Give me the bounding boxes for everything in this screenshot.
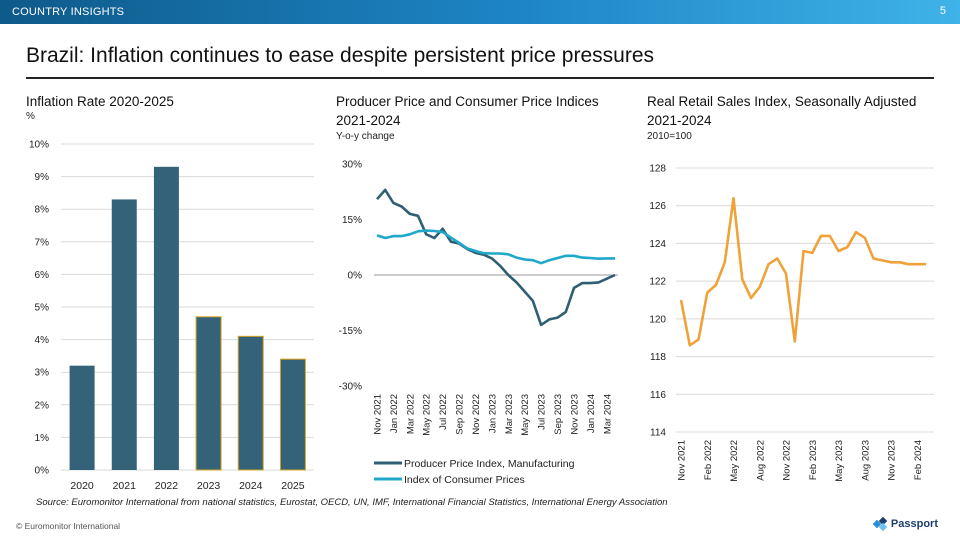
series-line [376,229,615,265]
x-tick-label: Mar 2024 [602,394,613,434]
x-tick-label: Aug 2023 [860,440,871,481]
x-tick-label: Jan 2024 [586,394,597,433]
x-tick-label: Aug 2022 [755,440,766,481]
page-title: Brazil: Inflation continues to ease desp… [26,44,655,67]
legend-label: Index of Consumer Prices [404,474,525,486]
series-line [679,196,926,347]
y-tick-label: 120 [649,314,666,325]
y-tick-label: 0% [35,466,50,477]
x-tick-label: May 2022 [729,440,740,482]
x-tick-label: Nov 2021 [677,440,688,481]
y-tick-label: 3% [35,368,50,379]
y-tick-label: 1% [35,433,50,444]
x-tick-label: Feb 2022 [703,440,714,480]
chart2-unit: Y-o-y change [336,131,395,142]
bar [153,166,179,470]
x-tick-label: 2022 [155,480,179,492]
y-tick-label: 124 [649,239,666,250]
x-tick-label: Jan 2023 [487,394,498,433]
chart1-unit: % [26,111,35,122]
copyright: © Euromonitor International [16,521,121,531]
x-tick-label: May 2023 [520,394,531,436]
passport-logo-icon [872,516,888,532]
x-tick-label: 2023 [197,480,221,492]
y-tick-label: 128 [649,164,666,175]
y-tick-label: 30% [342,160,362,171]
x-tick-label: Nov 2021 [373,394,384,435]
y-tick-label: 116 [650,390,666,401]
brand-logo: Passport [872,516,938,532]
y-tick-label: 0% [348,271,363,282]
bar [279,358,306,471]
series-line [376,188,616,327]
title-divider [26,77,934,79]
y-tick-label: -30% [339,382,362,393]
chart2-title: Producer Price and Consumer Price Indice… [336,94,599,128]
y-tick-label: 118 [650,352,666,363]
bar [69,365,95,470]
y-tick-label: 2% [35,400,50,411]
x-tick-label: Jul 2022 [438,394,449,430]
x-tick-label: Nov 2023 [569,394,580,435]
chart3-title: Real Retail Sales Index, Seasonally Adju… [647,94,917,128]
x-tick-label: Mar 2023 [504,394,515,434]
y-tick-label: 6% [35,270,50,281]
x-tick-label: Jul 2023 [537,394,548,430]
y-tick-label: 15% [342,215,362,226]
x-tick-label: Nov 2022 [782,440,793,481]
x-tick-label: Nov 2022 [471,394,482,435]
chart3-unit: 2010=100 [647,131,692,142]
x-tick-label: 2021 [113,480,137,492]
section-label: COUNTRY INSIGHTS [12,6,125,18]
bar [237,335,264,471]
x-tick-label: Jan 2022 [389,394,400,433]
top-banner: COUNTRY INSIGHTS 5 [0,0,960,24]
y-tick-label: 122 [649,277,666,288]
x-tick-label: Mar 2022 [405,394,416,434]
y-tick-label: 9% [35,172,50,183]
x-tick-label: Sep 2023 [553,394,564,435]
legend-label: Producer Price Index, Manufacturing [404,458,575,470]
y-tick-label: 4% [35,335,50,346]
y-tick-label: 8% [35,205,50,216]
y-tick-label: 10% [29,140,49,151]
x-tick-label: Feb 2024 [913,440,924,480]
y-tick-label: 5% [35,303,50,314]
bar [195,316,222,471]
source-note: Source: Euromonitor International from n… [36,497,668,508]
y-tick-label: 114 [650,428,666,439]
x-tick-label: Sep 2022 [455,394,466,435]
x-tick-label: 2024 [239,480,263,492]
x-tick-label: May 2022 [422,394,433,436]
chart1-title: Inflation Rate 2020-2025 [26,94,174,109]
page-number: 5 [939,5,946,17]
y-tick-label: -15% [339,326,362,337]
x-tick-label: May 2023 [834,440,845,482]
x-tick-label: 2020 [70,480,94,492]
x-tick-label: 2025 [281,480,305,492]
y-tick-label: 7% [35,237,50,248]
x-tick-label: Nov 2023 [887,440,898,481]
brand-name: Passport [890,518,938,530]
bar [111,199,137,471]
y-tick-label: 126 [649,201,666,212]
x-tick-label: Feb 2023 [808,440,819,480]
